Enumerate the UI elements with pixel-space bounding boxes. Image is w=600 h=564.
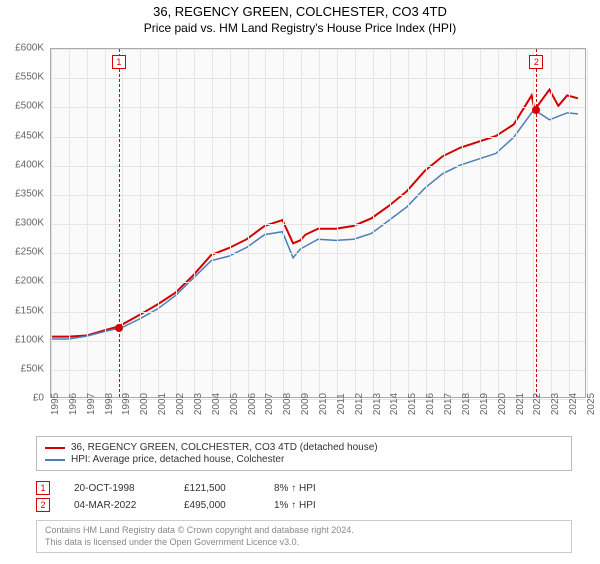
transaction-price: £495,000 [184, 500, 274, 511]
annotation-label-box: 2 [529, 55, 543, 69]
x-tick-label: 2017 [443, 393, 454, 415]
annotation-marker [115, 324, 123, 332]
x-tick-label: 2002 [175, 393, 186, 415]
x-tick-label: 2021 [515, 393, 526, 415]
x-tick-label: 2023 [550, 393, 561, 415]
transaction-row: 2 04-MAR-2022 £495,000 1% ↑ HPI [36, 498, 572, 512]
transaction-date: 20-OCT-1998 [74, 483, 184, 494]
x-tick-label: 2025 [586, 393, 597, 415]
legend: 36, REGENCY GREEN, COLCHESTER, CO3 4TD (… [36, 436, 572, 471]
legend-swatch [45, 447, 65, 449]
annotation-vline [119, 49, 120, 397]
chart-plot-area: 12 [50, 48, 586, 398]
x-tick-label: 2001 [157, 393, 168, 415]
footer-line: This data is licensed under the Open Gov… [45, 537, 563, 549]
chart-container: 36, REGENCY GREEN, COLCHESTER, CO3 4TD P… [0, 4, 600, 564]
y-axis-ticks: £0£50K£100K£150K£200K£250K£300K£350K£400… [0, 48, 48, 398]
x-tick-label: 2016 [425, 393, 436, 415]
page-subtitle: Price paid vs. HM Land Registry's House … [0, 21, 600, 35]
y-tick-label: £250K [15, 247, 44, 258]
x-tick-label: 2013 [372, 393, 383, 415]
x-tick-label: 2022 [532, 393, 543, 415]
legend-item: HPI: Average price, detached house, Colc… [45, 454, 563, 465]
x-tick-label: 2009 [300, 393, 311, 415]
y-tick-label: £0 [33, 393, 44, 404]
transaction-delta: 1% ↑ HPI [274, 500, 354, 511]
x-tick-label: 2019 [479, 393, 490, 415]
y-tick-label: £300K [15, 218, 44, 229]
transactions-table: 1 20-OCT-1998 £121,500 8% ↑ HPI 2 04-MAR… [36, 478, 572, 515]
x-tick-label: 2005 [229, 393, 240, 415]
legend-label: HPI: Average price, detached house, Colc… [71, 454, 284, 465]
x-tick-label: 2007 [264, 393, 275, 415]
x-tick-label: 2004 [211, 393, 222, 415]
x-tick-label: 2015 [407, 393, 418, 415]
legend-swatch [45, 459, 65, 461]
y-tick-label: £100K [15, 334, 44, 345]
y-tick-label: £50K [21, 363, 44, 374]
x-tick-label: 2020 [497, 393, 508, 415]
footer-line: Contains HM Land Registry data © Crown c… [45, 525, 563, 537]
x-tick-label: 2003 [193, 393, 204, 415]
transaction-date: 04-MAR-2022 [74, 500, 184, 511]
x-tick-label: 2012 [354, 393, 365, 415]
annotation-marker [532, 106, 540, 114]
transaction-marker: 1 [36, 481, 50, 495]
x-tick-label: 2014 [389, 393, 400, 415]
x-tick-label: 1998 [104, 393, 115, 415]
x-tick-label: 2008 [282, 393, 293, 415]
chart-lines-svg [51, 49, 585, 397]
x-tick-label: 2018 [461, 393, 472, 415]
x-tick-label: 2011 [336, 393, 347, 415]
footer-attribution: Contains HM Land Registry data © Crown c… [36, 520, 572, 553]
transaction-price: £121,500 [184, 483, 274, 494]
y-tick-label: £450K [15, 130, 44, 141]
annotation-vline [536, 49, 537, 397]
x-tick-label: 1999 [121, 393, 132, 415]
y-tick-label: £150K [15, 305, 44, 316]
transaction-marker: 2 [36, 498, 50, 512]
x-tick-label: 2000 [139, 393, 150, 415]
y-tick-label: £500K [15, 101, 44, 112]
page-title: 36, REGENCY GREEN, COLCHESTER, CO3 4TD [0, 4, 600, 19]
transaction-row: 1 20-OCT-1998 £121,500 8% ↑ HPI [36, 481, 572, 495]
x-tick-label: 1995 [50, 393, 61, 415]
x-tick-label: 2010 [318, 393, 329, 415]
x-tick-label: 1996 [68, 393, 79, 415]
x-axis-ticks: 1995199619971998199920002001200220032004… [50, 400, 586, 440]
x-tick-label: 1997 [86, 393, 97, 415]
y-tick-label: £550K [15, 72, 44, 83]
x-tick-label: 2024 [568, 393, 579, 415]
legend-item: 36, REGENCY GREEN, COLCHESTER, CO3 4TD (… [45, 442, 563, 453]
x-tick-label: 2006 [247, 393, 258, 415]
series-line-property [51, 90, 578, 337]
y-tick-label: £400K [15, 159, 44, 170]
y-tick-label: £600K [15, 43, 44, 54]
annotation-label-box: 1 [112, 55, 126, 69]
transaction-delta: 8% ↑ HPI [274, 483, 354, 494]
y-tick-label: £350K [15, 188, 44, 199]
y-tick-label: £200K [15, 276, 44, 287]
legend-label: 36, REGENCY GREEN, COLCHESTER, CO3 4TD (… [71, 442, 378, 453]
